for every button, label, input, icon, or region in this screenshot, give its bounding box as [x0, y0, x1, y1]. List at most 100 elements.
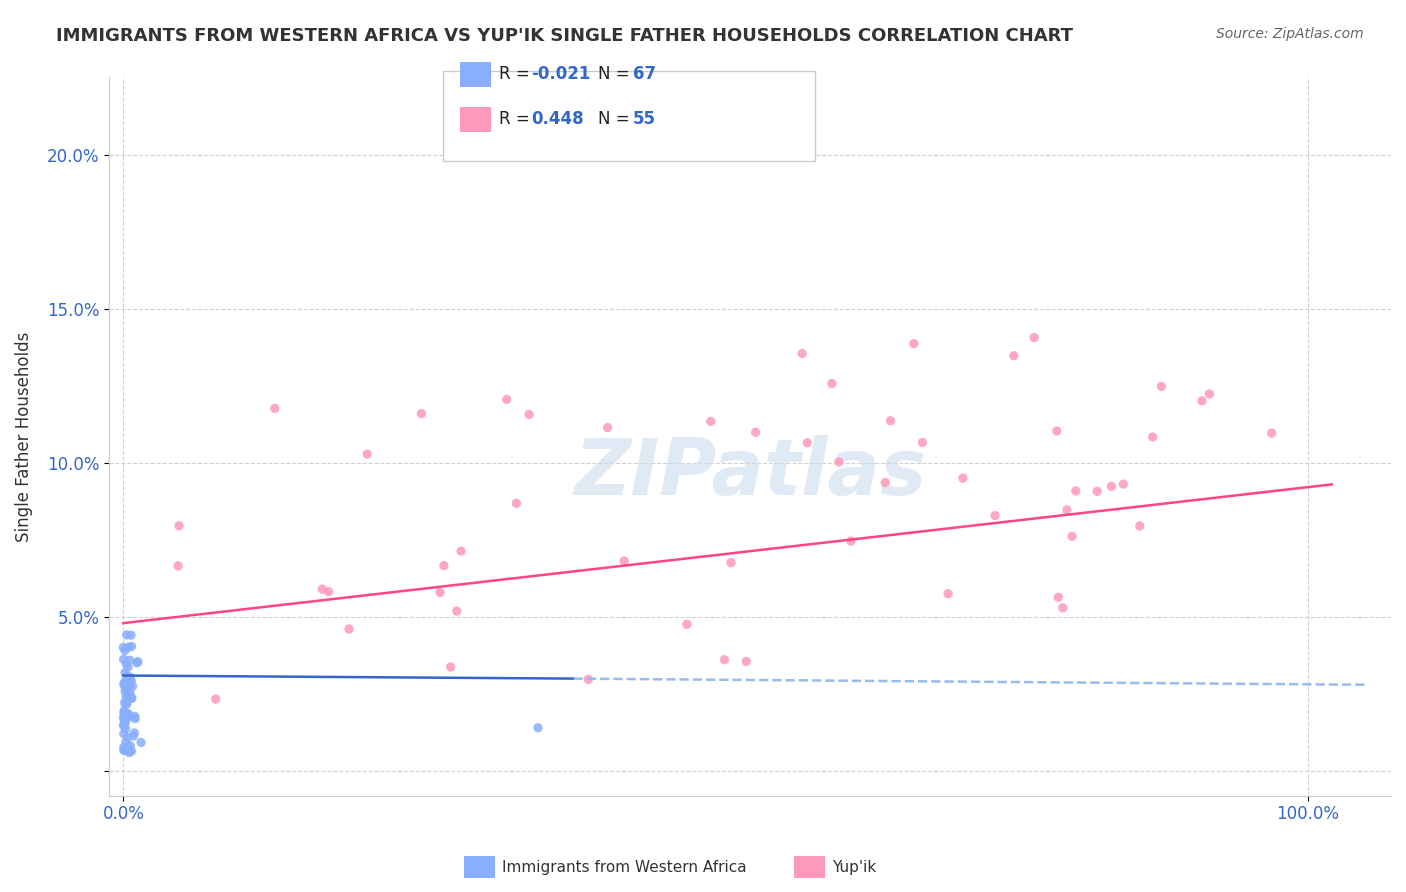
- Point: [112, 677, 135, 691]
- Point: [115, 744, 138, 758]
- Point: [120, 739, 142, 753]
- Point: [1112, 477, 1135, 491]
- Point: [117, 731, 139, 745]
- Point: [311, 582, 333, 596]
- Point: [1056, 503, 1078, 517]
- Point: [129, 735, 152, 749]
- Point: [984, 508, 1007, 523]
- Point: [263, 401, 285, 416]
- Point: [124, 726, 146, 740]
- Point: [429, 585, 451, 599]
- Point: [118, 653, 141, 667]
- Point: [1002, 349, 1025, 363]
- Text: IMMIGRANTS FROM WESTERN AFRICA VS YUP'IK SINGLE FATHER HOUSEHOLDS CORRELATION CH: IMMIGRANTS FROM WESTERN AFRICA VS YUP'IK…: [56, 27, 1073, 45]
- Point: [112, 706, 135, 720]
- Point: [167, 518, 190, 533]
- Point: [1062, 529, 1084, 543]
- Point: [875, 475, 897, 490]
- Point: [115, 690, 138, 704]
- Point: [115, 628, 138, 642]
- Point: [112, 640, 135, 655]
- Point: [117, 707, 139, 722]
- Point: [1047, 591, 1070, 605]
- Point: [114, 674, 136, 689]
- Point: [120, 744, 142, 758]
- Point: [796, 435, 818, 450]
- Point: [1085, 484, 1108, 499]
- Point: [1150, 379, 1173, 393]
- Point: [1198, 387, 1220, 401]
- Point: [112, 704, 135, 718]
- Text: R =: R =: [499, 110, 536, 128]
- Point: [613, 554, 636, 568]
- Point: [440, 660, 463, 674]
- Point: [720, 556, 742, 570]
- Point: [114, 716, 136, 731]
- Point: [495, 392, 517, 407]
- Text: 55: 55: [633, 110, 655, 128]
- Point: [124, 709, 146, 723]
- Point: [828, 455, 851, 469]
- Text: Immigrants from Western Africa: Immigrants from Western Africa: [502, 860, 747, 874]
- Point: [114, 684, 136, 698]
- Point: [517, 408, 540, 422]
- Point: [356, 447, 378, 461]
- Point: [114, 696, 136, 710]
- Point: [114, 643, 136, 657]
- Point: [120, 628, 142, 642]
- Text: N =: N =: [598, 65, 634, 83]
- Point: [879, 414, 901, 428]
- Point: [117, 688, 139, 702]
- Point: [1046, 424, 1069, 438]
- Point: [337, 622, 360, 636]
- Point: [676, 617, 699, 632]
- Point: [952, 471, 974, 485]
- Text: -0.021: -0.021: [531, 65, 591, 83]
- Point: [121, 691, 143, 706]
- Point: [839, 534, 862, 549]
- Point: [112, 706, 135, 720]
- Point: [112, 711, 135, 725]
- Point: [118, 675, 141, 690]
- Point: [117, 685, 139, 699]
- Text: Yup'ik: Yup'ik: [832, 860, 876, 874]
- Point: [114, 735, 136, 749]
- Point: [1191, 393, 1213, 408]
- Point: [744, 425, 766, 440]
- Point: [117, 679, 139, 693]
- Point: [120, 673, 142, 688]
- Point: [1024, 330, 1046, 344]
- Point: [117, 740, 139, 755]
- Point: [1052, 600, 1074, 615]
- Point: [1260, 426, 1282, 441]
- Point: [112, 726, 135, 740]
- Point: [821, 376, 844, 391]
- Point: [911, 435, 934, 450]
- Point: [112, 652, 135, 666]
- Point: [1064, 483, 1087, 498]
- Text: Source: ZipAtlas.com: Source: ZipAtlas.com: [1216, 27, 1364, 41]
- Point: [112, 743, 135, 757]
- Text: 67: 67: [633, 65, 655, 83]
- Point: [1142, 430, 1164, 444]
- Point: [699, 414, 721, 428]
- Point: [204, 692, 226, 706]
- Point: [411, 407, 433, 421]
- Point: [118, 640, 141, 655]
- Point: [1099, 479, 1122, 493]
- Point: [117, 660, 139, 674]
- Point: [124, 712, 146, 726]
- Point: [112, 719, 135, 733]
- Point: [115, 676, 138, 690]
- Text: N =: N =: [598, 110, 634, 128]
- Point: [117, 706, 139, 721]
- Point: [122, 729, 145, 743]
- Point: [115, 713, 138, 727]
- Point: [121, 679, 143, 693]
- Point: [115, 694, 138, 708]
- Point: [117, 742, 139, 756]
- Point: [115, 697, 138, 711]
- Point: [121, 640, 143, 654]
- Point: [112, 710, 135, 724]
- Point: [735, 655, 758, 669]
